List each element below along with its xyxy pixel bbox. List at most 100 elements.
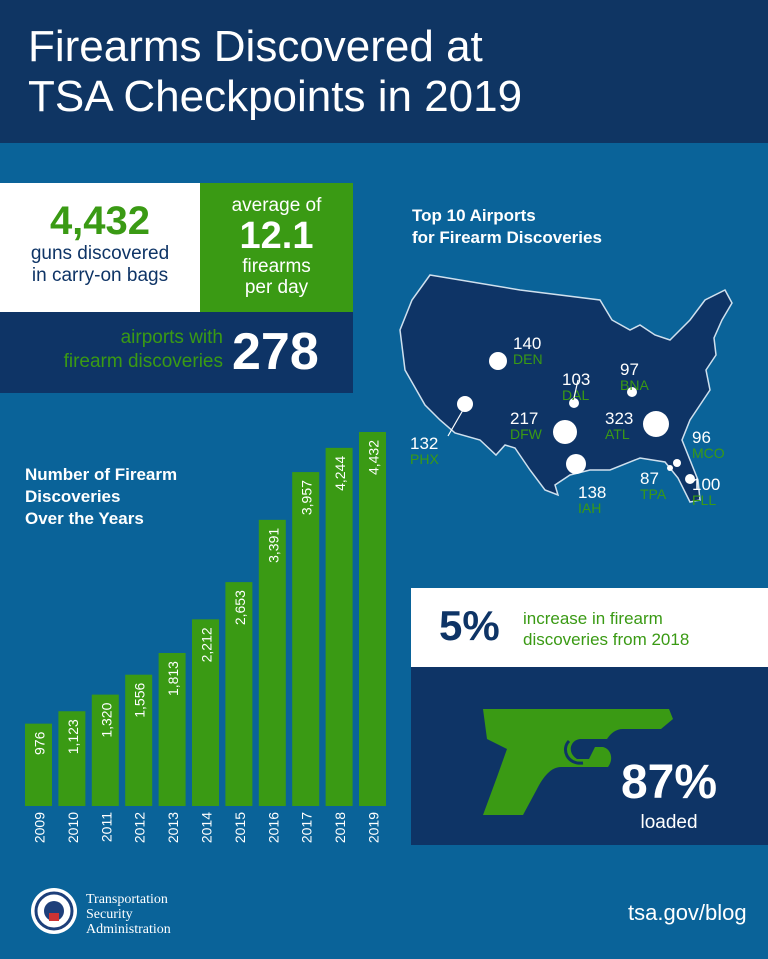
bar-2019 xyxy=(359,432,386,806)
bar-value-label: 3,391 xyxy=(265,528,281,563)
loaded-box: 87% loaded xyxy=(411,667,768,845)
bar-2012 xyxy=(125,674,153,806)
blog-link[interactable]: tsa.gov/blog xyxy=(628,900,747,925)
bar-2010 xyxy=(58,711,86,806)
airport-code-bna: BNA xyxy=(620,377,649,393)
bar-value-label: 1,320 xyxy=(98,702,114,737)
airports-label-2: firearm discoveries xyxy=(63,351,223,372)
increase-value: 5% xyxy=(439,602,500,649)
average-box: average of 12.1 firearms per day xyxy=(200,183,353,312)
airport-code-iah: IAH xyxy=(578,500,601,516)
total-guns-value: 4,432 xyxy=(49,199,151,243)
bar-value-label: 3,957 xyxy=(299,480,315,515)
airport-marker-atl xyxy=(643,411,669,437)
airport-count-tpa: 87 xyxy=(640,469,659,488)
year-tick-label: 2018 xyxy=(332,812,348,843)
agency-name-1: Transportation xyxy=(86,892,168,907)
airport-marker-bna xyxy=(627,387,637,397)
average-label-1: firearms xyxy=(242,256,311,277)
year-tick-label: 2015 xyxy=(232,812,248,843)
year-tick-label: 2019 xyxy=(366,812,382,843)
bar-value-label: 1,813 xyxy=(165,661,181,696)
handgun-icon xyxy=(483,709,673,815)
bar-2011 xyxy=(91,694,119,806)
airport-count-den: 140 xyxy=(513,334,541,353)
airport-count-phx: 132 xyxy=(410,434,438,453)
map-title-1: Top 10 Airports xyxy=(412,206,536,225)
airport-code-den: DEN xyxy=(513,351,543,367)
phx-leader-line xyxy=(447,409,464,437)
chart-title-3: Over the Years xyxy=(25,509,144,528)
agency-name-3: Administration xyxy=(86,922,171,937)
airport-code-atl: ATL xyxy=(605,426,630,442)
bar-2013 xyxy=(158,653,186,806)
airport-marker-phx xyxy=(457,396,473,412)
airports-box: airports with firearm discoveries 278 xyxy=(0,312,353,393)
year-tick-label: 2016 xyxy=(265,812,281,843)
airport-code-fll: FLL xyxy=(692,492,716,508)
airport-count-atl: 323 xyxy=(605,409,633,428)
map-title: Top 10 Airports for Firearm Discoveries xyxy=(412,205,712,249)
airport-marker-den xyxy=(489,352,507,370)
increase-box: 5% increase in firearm discoveries from … xyxy=(411,588,768,667)
airport-marker-fll xyxy=(685,474,695,484)
airport-count-iah: 138 xyxy=(578,483,606,502)
agency-name-2: Security xyxy=(86,907,133,922)
average-pre: average of xyxy=(231,195,322,216)
airport-code-dal: DAL xyxy=(562,387,589,403)
title-line-2: TSA Checkpoints in 2019 xyxy=(28,72,523,121)
bar-value-label: 1,123 xyxy=(65,719,81,754)
us-map-outline xyxy=(399,274,733,503)
airports-value: 278 xyxy=(232,323,319,381)
loaded-value: 87% xyxy=(620,756,718,809)
chart-title-2: Discoveries xyxy=(25,487,121,506)
loaded-label: loaded xyxy=(640,812,698,833)
bar-2015 xyxy=(225,582,253,806)
bar-value-label: 2,653 xyxy=(232,590,248,625)
airport-code-phx: PHX xyxy=(410,451,439,467)
increase-text-1: increase in firearm xyxy=(523,609,663,628)
agency-name: Transportation Security Administration xyxy=(86,892,171,937)
airport-count-dal: 103 xyxy=(562,370,590,389)
year-tick-label: 2014 xyxy=(199,812,215,843)
airports-label: airports with firearm discoveries xyxy=(0,326,223,374)
year-tick-label: 2017 xyxy=(299,812,315,843)
airport-marker-mco xyxy=(673,459,681,467)
bar-chart: 976 2009 1,123 2010 1,320 2011 1,556 2012 1,813 2… xyxy=(25,432,386,843)
airport-marker-dal xyxy=(569,398,579,408)
bar-value-label: 976 xyxy=(32,731,48,755)
bar-value-label: 4,432 xyxy=(366,440,382,475)
year-tick-label: 2012 xyxy=(132,812,148,843)
year-tick-label: 2009 xyxy=(32,812,48,843)
bar-2014 xyxy=(192,619,219,806)
bar-2018 xyxy=(325,447,353,806)
year-tick-label: 2011 xyxy=(98,812,114,842)
increase-text-2: discoveries from 2018 xyxy=(523,630,690,649)
airport-code-dfw: DFW xyxy=(510,426,543,442)
average-label-2: per day xyxy=(244,277,309,298)
bar-value-label: 4,244 xyxy=(332,456,348,491)
page-title: Firearms Discovered at TSA Checkpoints i… xyxy=(28,22,628,122)
dal-leader-line xyxy=(573,379,579,399)
title-line-1: Firearms Discovered at xyxy=(28,22,483,71)
airport-marker-dfw xyxy=(553,420,577,444)
bar-2009 xyxy=(25,723,52,806)
total-guns-label-1: guns discovered xyxy=(30,243,170,264)
bar-value-label: 1,556 xyxy=(132,682,148,717)
airport-marker-tpa xyxy=(667,465,673,471)
airport-count-dfw: 217 xyxy=(510,409,538,428)
bar-value-label: 2,212 xyxy=(199,627,215,662)
airport-marker-iah xyxy=(566,454,586,474)
increase-text: increase in firearm discoveries from 201… xyxy=(523,608,743,650)
total-guns-label-2: in carry-on bags xyxy=(31,265,169,286)
year-tick-label: 2013 xyxy=(165,812,181,843)
airport-count-mco: 96 xyxy=(692,428,711,447)
chart-title-1: Number of Firearm xyxy=(25,465,178,484)
average-value: 12.1 xyxy=(239,215,314,257)
airports-label-1: airports with xyxy=(120,327,223,348)
bar-2017 xyxy=(292,472,320,806)
year-tick-label: 2010 xyxy=(65,812,81,843)
map-title-2: for Firearm Discoveries xyxy=(412,228,602,247)
airport-code-mco: MCO xyxy=(692,445,725,461)
